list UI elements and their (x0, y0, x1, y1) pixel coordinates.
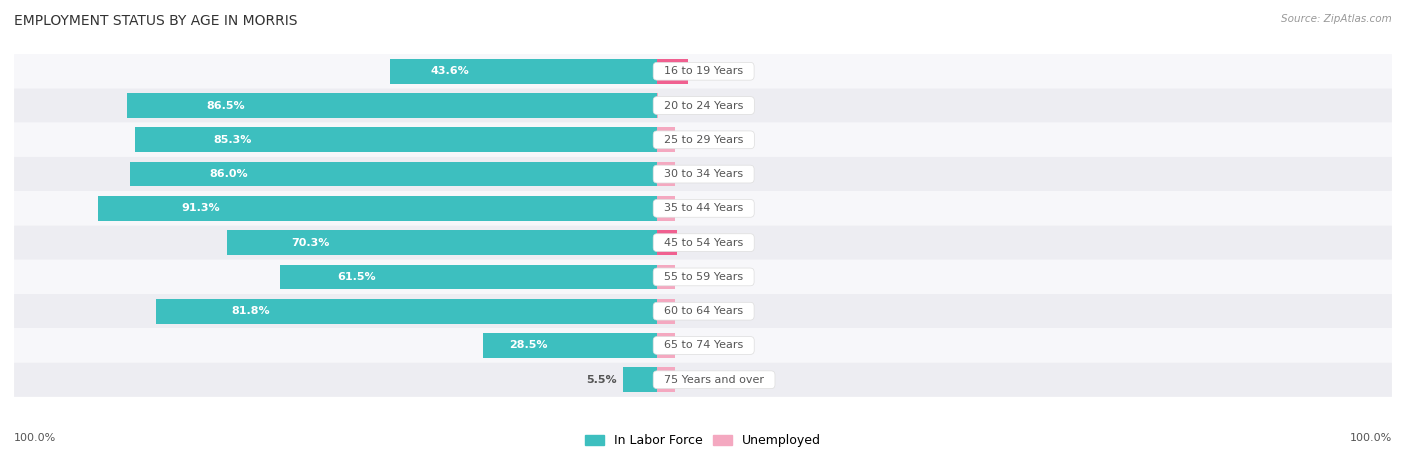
Text: 35 to 44 Years: 35 to 44 Years (657, 203, 751, 213)
Bar (657, 230, 676, 255)
FancyBboxPatch shape (14, 260, 1392, 294)
FancyBboxPatch shape (14, 191, 1392, 226)
Bar (623, 368, 657, 392)
Text: 100.0%: 100.0% (14, 433, 56, 443)
Text: 91.3%: 91.3% (181, 203, 221, 213)
Text: 86.5%: 86.5% (207, 101, 246, 110)
Text: 0.0%: 0.0% (685, 341, 716, 350)
Text: 65 to 74 Years: 65 to 74 Years (657, 341, 751, 350)
Text: 0.0%: 0.0% (685, 135, 716, 145)
Text: 85.3%: 85.3% (214, 135, 252, 145)
Bar (128, 93, 657, 118)
Bar (657, 299, 675, 323)
Bar (657, 333, 675, 358)
Legend: In Labor Force, Unemployed: In Labor Force, Unemployed (581, 429, 825, 451)
Bar (482, 333, 657, 358)
Text: 100.0%: 100.0% (1350, 433, 1392, 443)
Text: 0.0%: 0.0% (685, 375, 716, 385)
FancyBboxPatch shape (14, 157, 1392, 191)
Bar (156, 299, 657, 323)
FancyBboxPatch shape (14, 226, 1392, 260)
Text: 75 Years and over: 75 Years and over (657, 375, 770, 385)
Text: 20 to 24 Years: 20 to 24 Years (657, 101, 751, 110)
FancyBboxPatch shape (14, 88, 1392, 123)
Text: 81.8%: 81.8% (231, 306, 270, 316)
Text: 0.0%: 0.0% (685, 203, 716, 213)
FancyBboxPatch shape (14, 328, 1392, 363)
Text: 0.0%: 0.0% (685, 272, 716, 282)
Bar (135, 128, 657, 152)
Bar (98, 196, 657, 221)
Text: 45 to 54 Years: 45 to 54 Years (657, 238, 751, 248)
Text: 43.6%: 43.6% (430, 66, 468, 76)
Text: 61.5%: 61.5% (337, 272, 375, 282)
Text: 0.0%: 0.0% (685, 306, 716, 316)
Bar (657, 265, 675, 289)
Bar (657, 59, 688, 83)
Bar (657, 368, 675, 392)
Text: 0.1%: 0.1% (668, 101, 699, 110)
Text: Source: ZipAtlas.com: Source: ZipAtlas.com (1281, 14, 1392, 23)
Bar (131, 162, 657, 186)
Text: 60 to 64 Years: 60 to 64 Years (657, 306, 751, 316)
Bar (280, 265, 657, 289)
Bar (657, 162, 675, 186)
Text: 28.5%: 28.5% (509, 341, 547, 350)
FancyBboxPatch shape (14, 54, 1392, 88)
Text: 16 to 19 Years: 16 to 19 Years (657, 66, 751, 76)
Text: EMPLOYMENT STATUS BY AGE IN MORRIS: EMPLOYMENT STATUS BY AGE IN MORRIS (14, 14, 298, 28)
FancyBboxPatch shape (14, 123, 1392, 157)
FancyBboxPatch shape (14, 294, 1392, 328)
Text: 1.6%: 1.6% (686, 238, 717, 248)
Text: 25 to 29 Years: 25 to 29 Years (657, 135, 751, 145)
Text: 86.0%: 86.0% (209, 169, 247, 179)
FancyBboxPatch shape (14, 363, 1392, 397)
Text: 55 to 59 Years: 55 to 59 Years (657, 272, 751, 282)
Bar (226, 230, 657, 255)
Text: 30 to 34 Years: 30 to 34 Years (657, 169, 751, 179)
Text: 70.3%: 70.3% (291, 238, 329, 248)
Bar (657, 128, 675, 152)
Text: 5.5%: 5.5% (586, 375, 617, 385)
Bar (657, 196, 675, 221)
Bar (389, 59, 657, 83)
Text: 2.5%: 2.5% (697, 66, 728, 76)
Text: 0.0%: 0.0% (685, 169, 716, 179)
